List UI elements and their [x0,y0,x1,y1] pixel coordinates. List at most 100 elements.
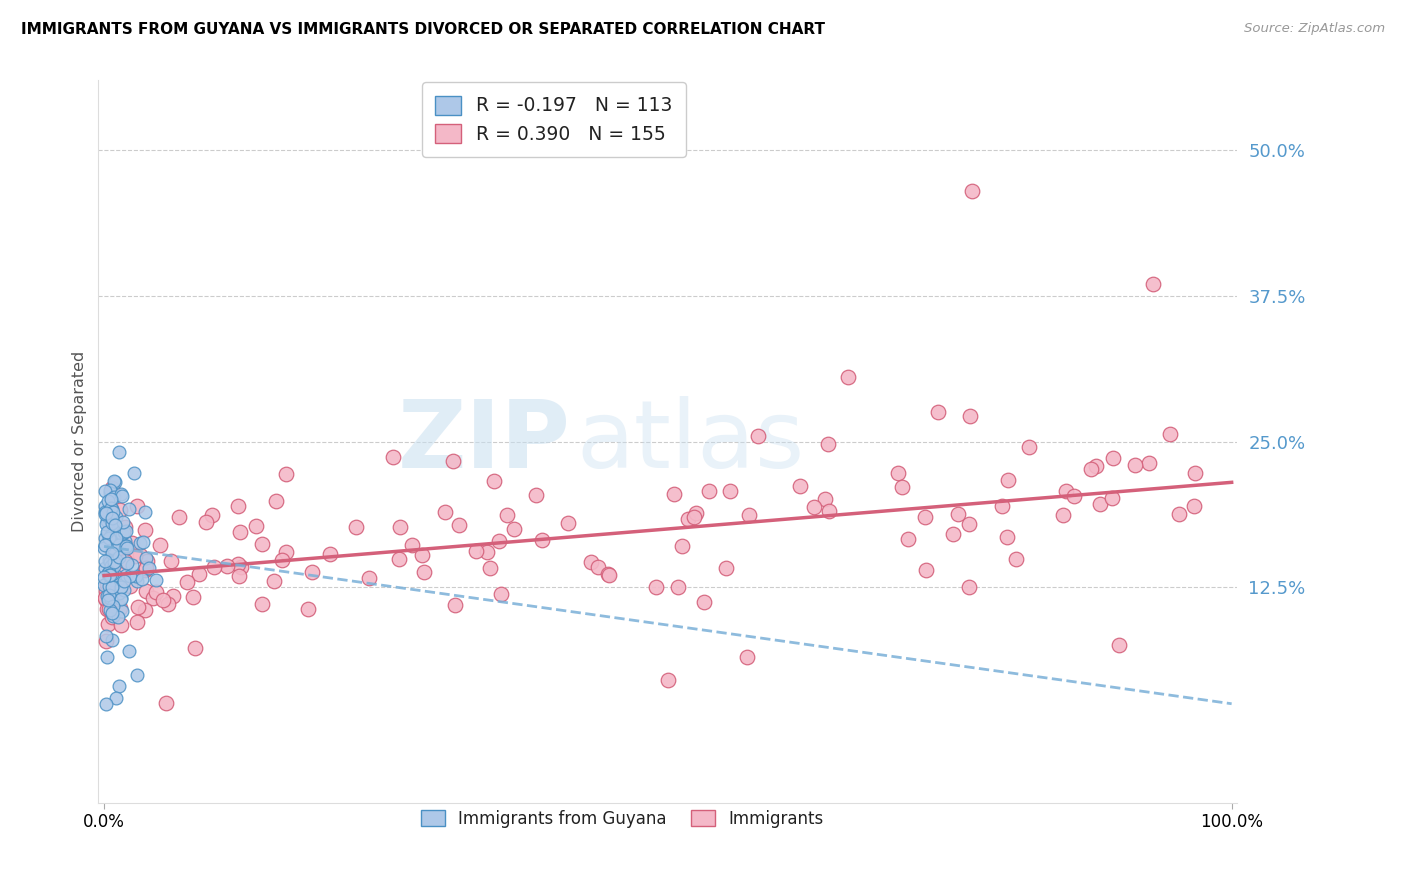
Point [388,552,411,566]
Point [465,544,488,558]
Point [100,565,122,579]
Point [644,580,666,594]
Point [145,585,167,599]
Point [103,530,125,544]
Point [957,516,980,531]
Point [1080,462,1102,476]
Point [149,538,172,552]
Point [948,507,970,521]
Point [156,597,179,611]
Point [100,501,122,516]
Point [1108,639,1130,653]
Point [301,565,323,579]
Point [96,514,118,528]
Point [401,538,423,552]
Point [1054,483,1077,498]
Point [110,487,132,501]
Point [586,560,609,574]
Point [101,580,124,594]
Point [676,512,699,526]
Point [132,534,155,549]
Point [491,587,513,601]
Point [98,533,121,548]
Point [114,519,136,533]
Point [96,589,118,603]
Point [914,510,936,524]
Point [96,602,118,616]
Legend: Immigrants from Guyana, Immigrants: Immigrants from Guyana, Immigrants [415,803,830,834]
Point [111,604,134,618]
Point [135,551,157,566]
Point [1063,489,1085,503]
Point [98,568,121,582]
Point [110,502,132,516]
Point [98,486,121,500]
Point [110,618,132,632]
Point [100,481,122,495]
Point [125,500,148,514]
Point [104,593,127,607]
Point [105,532,128,546]
Point [1137,457,1160,471]
Point [94,634,117,648]
Point [101,526,124,541]
Point [101,597,124,611]
Point [117,541,139,556]
Point [110,592,132,607]
Point [188,566,211,581]
Point [101,543,124,558]
Point [97,510,120,524]
Point [96,524,118,539]
Point [93,578,115,592]
Point [496,508,519,523]
Point [817,436,839,450]
Point [101,541,124,555]
Point [103,540,125,554]
Point [98,532,121,546]
Point [995,531,1018,545]
Point [118,644,141,658]
Point [957,580,980,594]
Point [93,541,115,555]
Point [1085,458,1108,473]
Point [814,492,837,507]
Point [503,522,526,536]
Point [382,450,405,465]
Point [100,609,122,624]
Point [103,474,125,488]
Point [112,515,135,529]
Point [103,555,125,569]
Point [135,584,157,599]
Text: IMMIGRANTS FROM GUYANA VS IMMIGRANTS DIVORCED OR SEPARATED CORRELATION CHART: IMMIGRANTS FROM GUYANA VS IMMIGRANTS DIV… [21,22,825,37]
Point [138,561,160,575]
Point [184,640,207,655]
Point [103,528,125,542]
Point [94,553,117,567]
Point [155,696,177,710]
Point [97,552,120,566]
Point [94,584,117,599]
Point [100,513,122,527]
Point [671,539,693,553]
Point [128,548,150,562]
Point [176,574,198,589]
Point [217,559,239,574]
Point [657,673,679,688]
Point [226,499,249,513]
Point [927,405,949,419]
Point [530,533,553,548]
Point [250,597,273,611]
Point [103,590,125,604]
Point [183,590,205,604]
Point [1004,551,1026,566]
Point [131,572,153,586]
Point [101,553,124,567]
Point [100,558,122,573]
Point [107,550,129,565]
Point [114,534,136,549]
Point [693,595,716,609]
Point [160,553,183,567]
Point [1052,508,1074,523]
Point [231,559,253,574]
Point [107,564,129,578]
